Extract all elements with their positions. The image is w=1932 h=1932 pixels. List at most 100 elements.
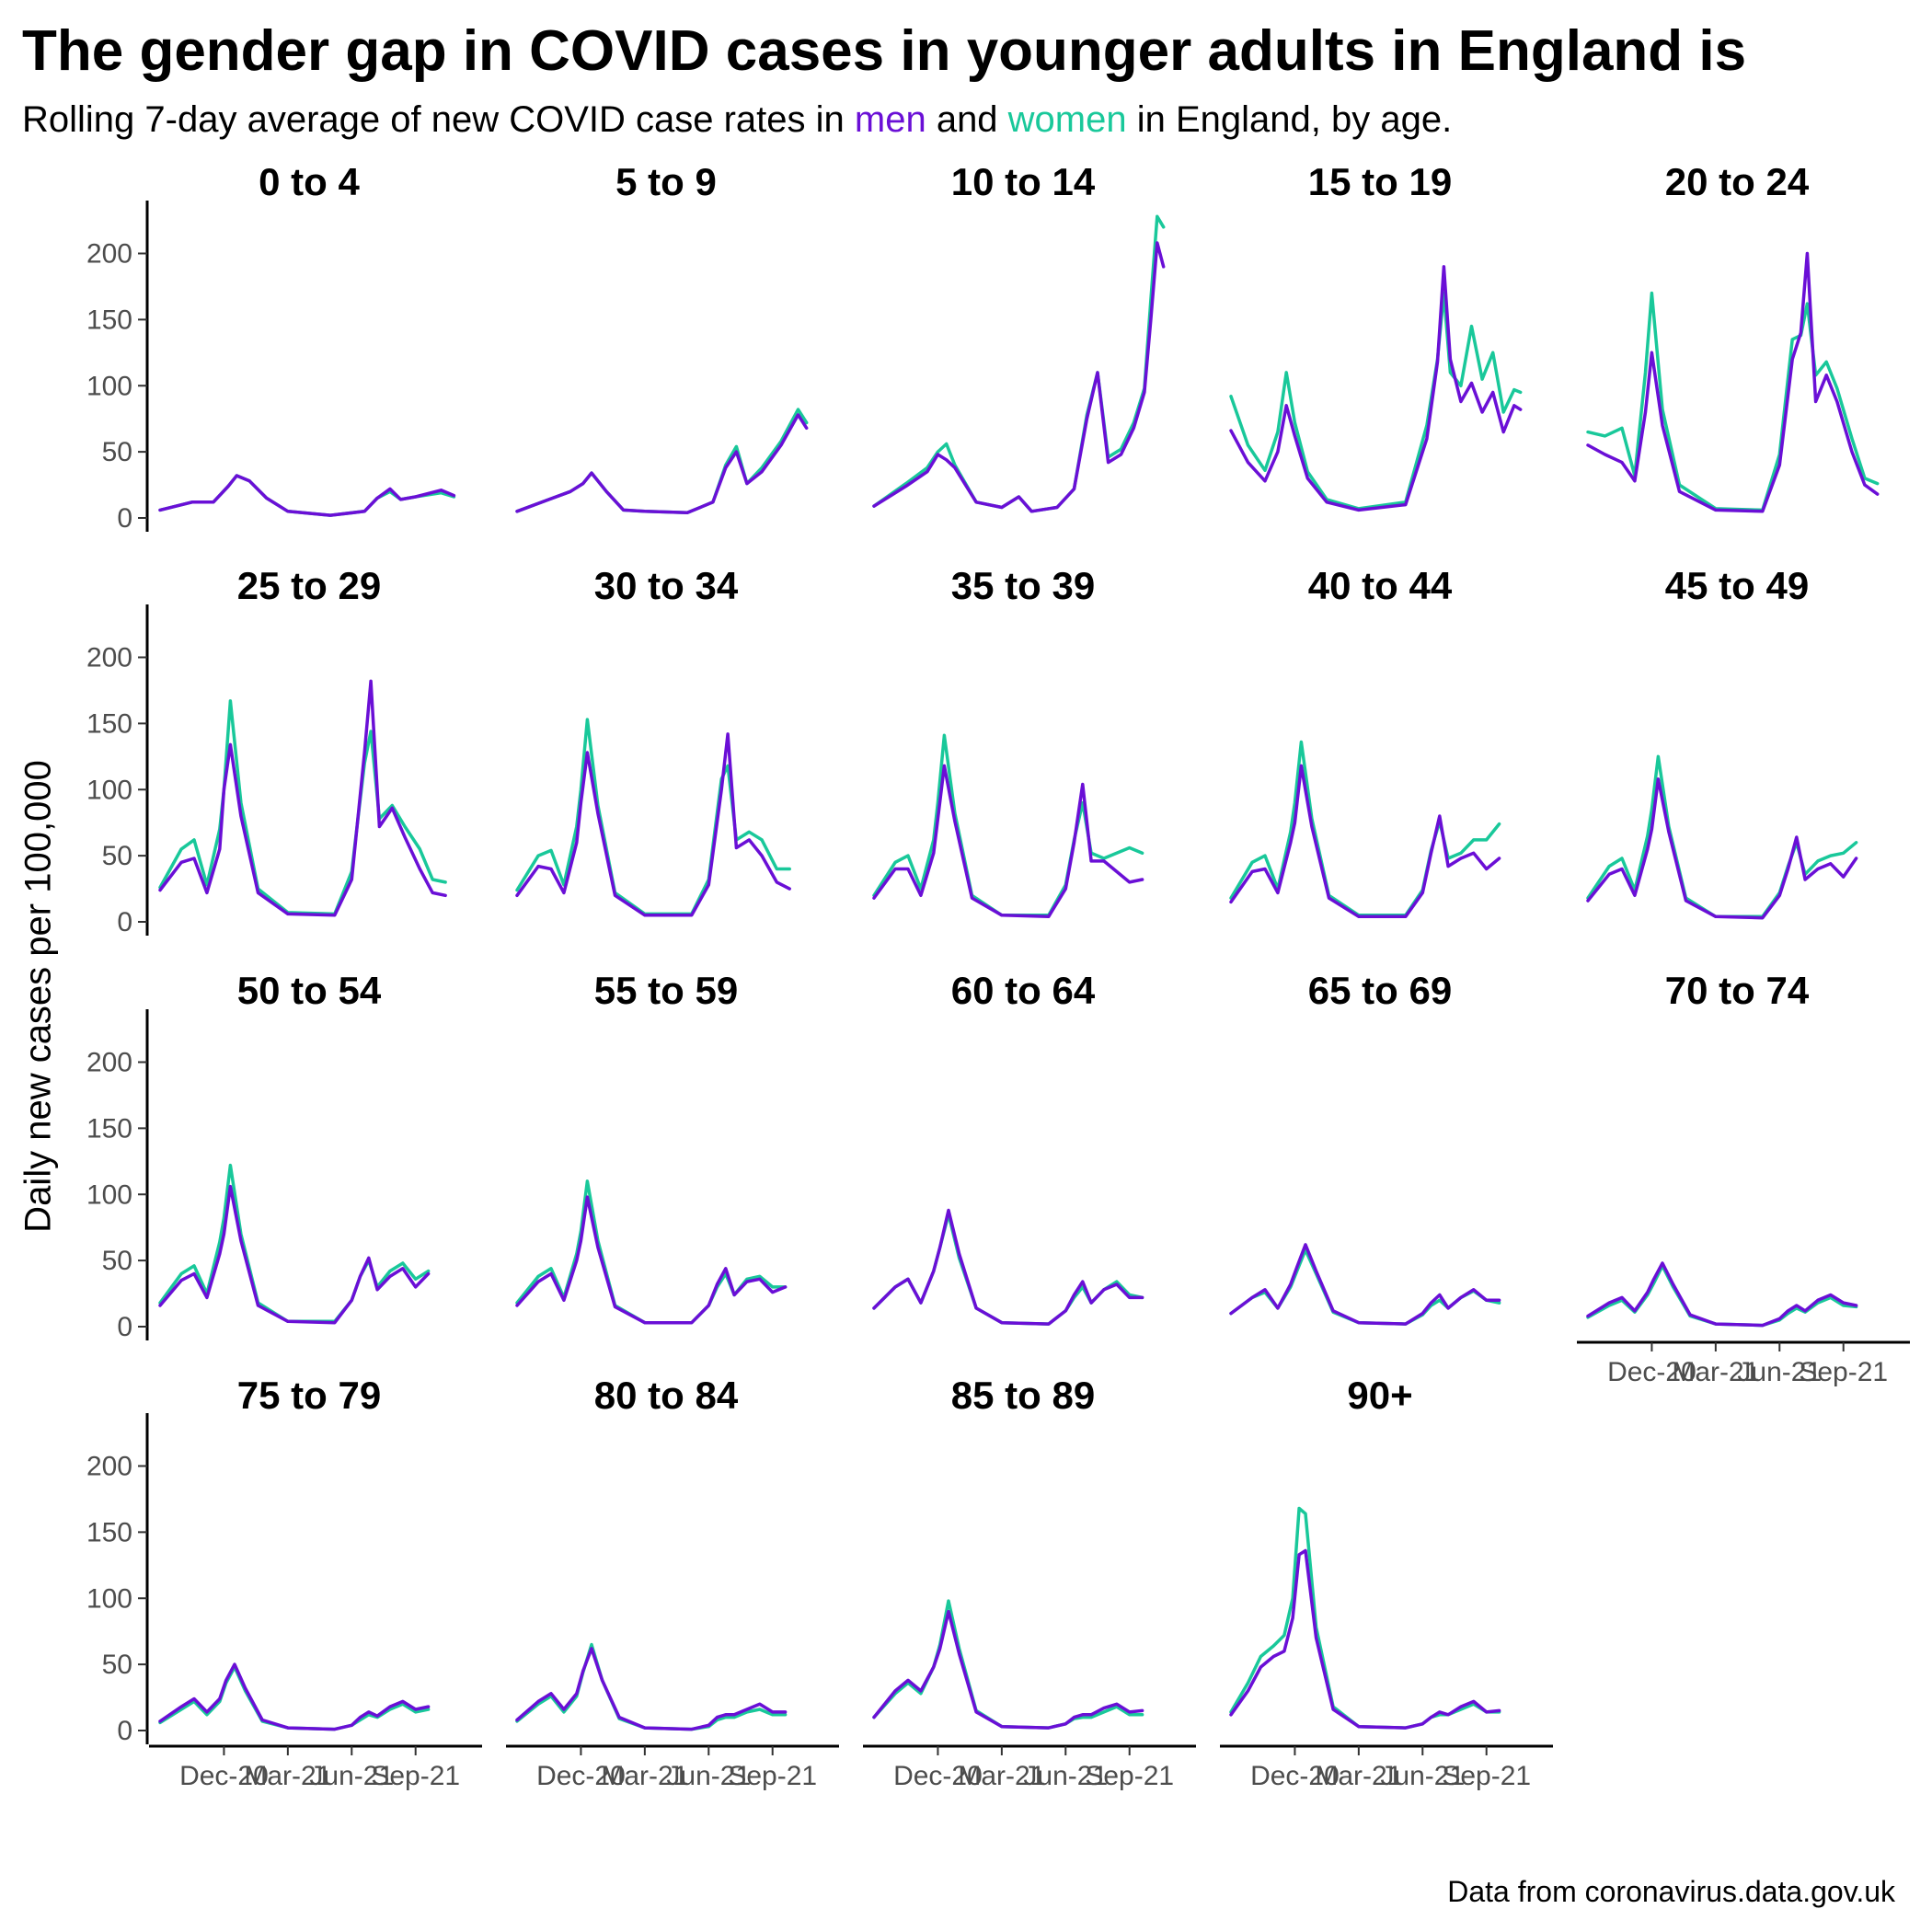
men-series-line: [1229, 1243, 1501, 1326]
women-series-line: [1229, 740, 1501, 917]
men-series-line: [1586, 777, 1858, 920]
subtitle-suffix: in England, by age.: [1126, 99, 1453, 140]
facet-label: 45 to 49: [1665, 564, 1809, 607]
women-series-line: [872, 214, 1166, 513]
facet-label: 80 to 84: [594, 1374, 739, 1417]
facet-panel: 5 to 9: [515, 160, 809, 515]
y-tick-label: 50: [102, 1246, 132, 1276]
y-tick-label: 0: [117, 1716, 132, 1746]
women-series-line: [1229, 1506, 1501, 1730]
men-series-line: [515, 732, 791, 917]
x-tick-label: Mar-21: [958, 1761, 1045, 1791]
x-tick-label: Sep-21: [728, 1761, 817, 1791]
facet-panel: 10 to 14: [872, 160, 1166, 513]
x-tick-label: Jun-21: [309, 1761, 394, 1791]
men-series-line: [515, 413, 809, 515]
subtitle-middle: and: [926, 99, 1008, 140]
x-tick-label: Jun-21: [1737, 1357, 1822, 1387]
facet-panel: 30 to 34: [515, 564, 791, 917]
x-tick-label: Dec-20: [1607, 1357, 1696, 1387]
facet-label: 20 to 24: [1665, 160, 1810, 203]
men-series-line: [1229, 1548, 1501, 1730]
x-tick-label: Sep-21: [1085, 1761, 1174, 1791]
men-series-line: [158, 474, 456, 517]
facet-label: 50 to 54: [237, 969, 382, 1012]
facet-label: 30 to 34: [594, 564, 739, 607]
facet-panel: 40 to 44: [1229, 564, 1501, 919]
facet-label: 75 to 79: [237, 1374, 381, 1417]
facet-label: 5 to 9: [615, 160, 717, 203]
facet-panel: 15 to 19: [1229, 160, 1523, 512]
facet-label: 65 to 69: [1308, 969, 1452, 1012]
facet-label: 60 to 64: [951, 969, 1096, 1012]
men-series-line: [872, 764, 1144, 919]
y-tick-label: 150: [86, 1113, 132, 1144]
women-series-line: [158, 474, 456, 517]
data-source-caption: Data from coronavirus.data.gov.uk: [1447, 1875, 1895, 1908]
chart-title: The gender gap in COVID cases in younger…: [22, 19, 1747, 83]
facet-panel: 60 to 64: [872, 969, 1144, 1326]
facet-panel: 75 to 79 0 50 100 150 200 Dec-20Mar-21Jun-21Se…: [86, 1374, 482, 1791]
women-series-line: [515, 1642, 788, 1731]
subtitle-women: women: [1007, 99, 1127, 140]
y-tick-label: 50: [102, 1650, 132, 1680]
facet-label: 85 to 89: [951, 1374, 1095, 1417]
x-tick-label: Mar-21: [601, 1761, 688, 1791]
facet-panel: 45 to 49: [1586, 564, 1858, 920]
facet-label: 55 to 59: [594, 969, 738, 1012]
men-series-line: [1586, 1261, 1858, 1328]
men-series-line: [158, 1662, 431, 1731]
x-tick-label: Dec-20: [179, 1761, 269, 1791]
x-tick-label: Jun-21: [1380, 1761, 1465, 1791]
y-tick-label: 100: [86, 1179, 132, 1210]
men-series-line: [872, 241, 1166, 513]
men-series-line: [158, 679, 447, 917]
y-tick-label: 0: [117, 907, 132, 937]
y-tick-label: 200: [86, 239, 132, 270]
women-series-line: [1229, 1248, 1501, 1326]
x-tick-label: Jun-21: [666, 1761, 751, 1791]
y-tick-label: 100: [86, 1583, 132, 1614]
y-tick-label: 50: [102, 437, 132, 467]
facet-label: 0 to 4: [259, 160, 360, 203]
facet-label: 40 to 44: [1308, 564, 1453, 607]
facet-label: 90+: [1347, 1374, 1412, 1417]
facet-panel: 55 to 59: [515, 969, 788, 1325]
women-series-line: [1586, 754, 1858, 919]
women-series-line: [1586, 1264, 1858, 1328]
x-tick-label: Dec-20: [893, 1761, 983, 1791]
facet-panel: 0 to 4 0 50 100 150 200: [86, 160, 456, 534]
women-series-line: [158, 1665, 431, 1731]
facet-label: 25 to 29: [237, 564, 381, 607]
facet-panel: 25 to 29 0 50 100 150 200: [86, 564, 447, 937]
facet-label: 70 to 74: [1665, 969, 1810, 1012]
y-tick-label: 150: [86, 1517, 132, 1547]
women-series-line: [515, 1179, 788, 1325]
women-series-line: [872, 733, 1144, 917]
x-tick-label: Jun-21: [1023, 1761, 1108, 1791]
subtitle-men: men: [854, 99, 926, 140]
men-series-line: [872, 1609, 1144, 1730]
men-series-line: [872, 1208, 1144, 1326]
y-tick-label: 50: [102, 841, 132, 871]
men-series-line: [1229, 265, 1523, 512]
men-series-line: [158, 1184, 431, 1325]
facet-panel: 35 to 39: [872, 564, 1144, 919]
facet-label: 10 to 14: [951, 160, 1096, 203]
facet-label: 35 to 39: [951, 564, 1095, 607]
x-tick-label: Mar-21: [244, 1761, 331, 1791]
x-tick-label: Sep-21: [371, 1761, 460, 1791]
facet-panel: 20 to 24: [1586, 160, 1880, 513]
y-tick-label: 0: [117, 503, 132, 534]
x-tick-label: Mar-21: [1672, 1357, 1759, 1387]
men-series-line: [515, 1195, 788, 1325]
men-series-line: [1229, 764, 1501, 919]
x-tick-label: Sep-21: [1442, 1761, 1531, 1791]
facet-label: 15 to 19: [1308, 160, 1452, 203]
women-series-line: [1229, 291, 1523, 511]
facet-panel: 65 to 69: [1229, 969, 1501, 1326]
